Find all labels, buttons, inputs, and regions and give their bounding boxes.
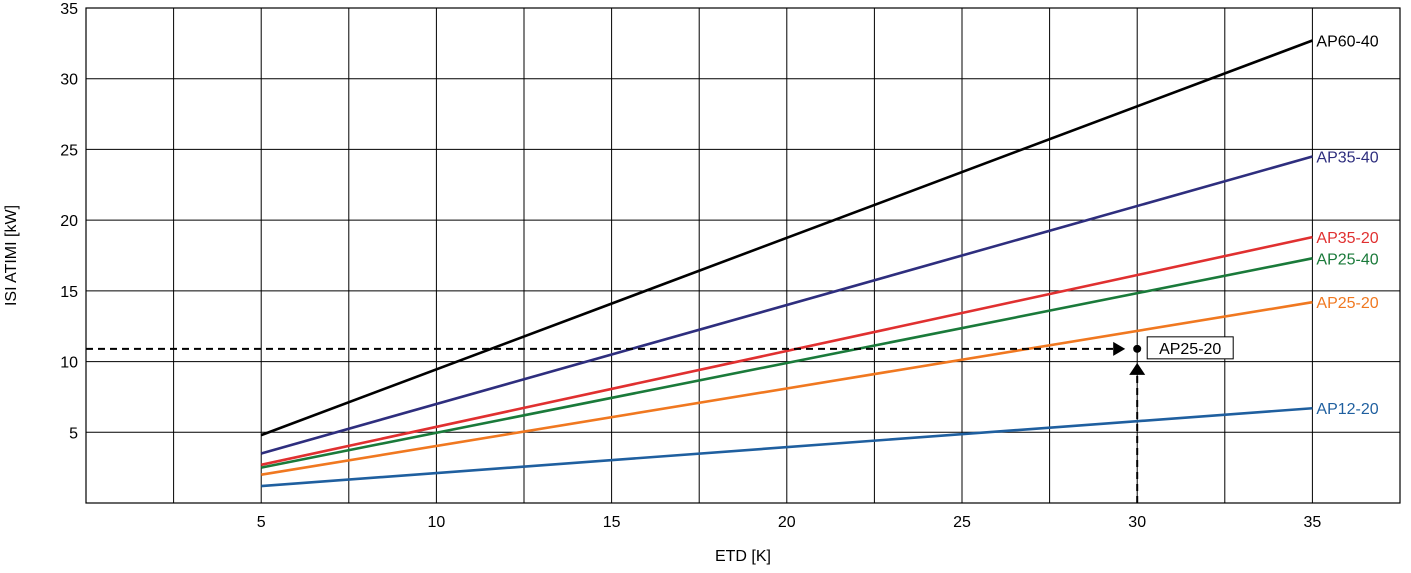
x-tick-label: 5: [257, 514, 266, 531]
y-tick-label: 10: [60, 355, 78, 372]
series-line: [260, 257, 1313, 469]
x-tick-label: 25: [953, 514, 971, 531]
arrow-up-icon: [1129, 362, 1146, 375]
series-label: AP35-20: [1316, 230, 1378, 247]
series-line: [260, 235, 1313, 467]
x-tick-label: 15: [603, 514, 621, 531]
series-layer: [260, 39, 1313, 488]
series-label: AP35-40: [1316, 150, 1378, 167]
callout-label: AP25-20: [1159, 341, 1221, 358]
series-label: AP25-20: [1316, 295, 1378, 312]
x-axis-title: ETD [K]: [715, 548, 771, 565]
series-label: AP12-20: [1316, 401, 1378, 418]
callout-box: [1146, 336, 1234, 360]
series-labels: AP60-40 AP35-40 AP35-20 AP25-40 AP25-20 AP12-…: [1316, 34, 1378, 419]
y-tick-label: 20: [60, 213, 78, 230]
y-tick-label: 25: [60, 142, 78, 159]
tick-labels: 5 10 15 20 25 30 35 5 10 15 20 25 30 35: [60, 1, 1321, 531]
y-axis-title: ISI ATIMI [kW]: [3, 205, 20, 306]
x-tick-label: 35: [1304, 514, 1322, 531]
y-tick-label: 30: [60, 72, 78, 89]
series-line: [261, 406, 1313, 488]
y-tick-label: 5: [69, 425, 78, 442]
series-line: [260, 300, 1313, 476]
series-line: [260, 39, 1313, 437]
series-label: AP60-40: [1316, 34, 1378, 51]
x-tick-label: 30: [1128, 514, 1146, 531]
series-line: [260, 155, 1313, 455]
y-tick-label: 15: [60, 284, 78, 301]
x-tick-label: 10: [428, 514, 446, 531]
operating-point-dot: [1133, 344, 1142, 353]
arrow-right-icon: [1113, 341, 1126, 356]
y-tick-label: 35: [60, 1, 78, 18]
x-tick-label: 20: [778, 514, 796, 531]
annotation: AP25-20: [86, 336, 1234, 503]
plot-frame: [85, 7, 1401, 504]
series-label: AP25-40: [1316, 251, 1378, 268]
